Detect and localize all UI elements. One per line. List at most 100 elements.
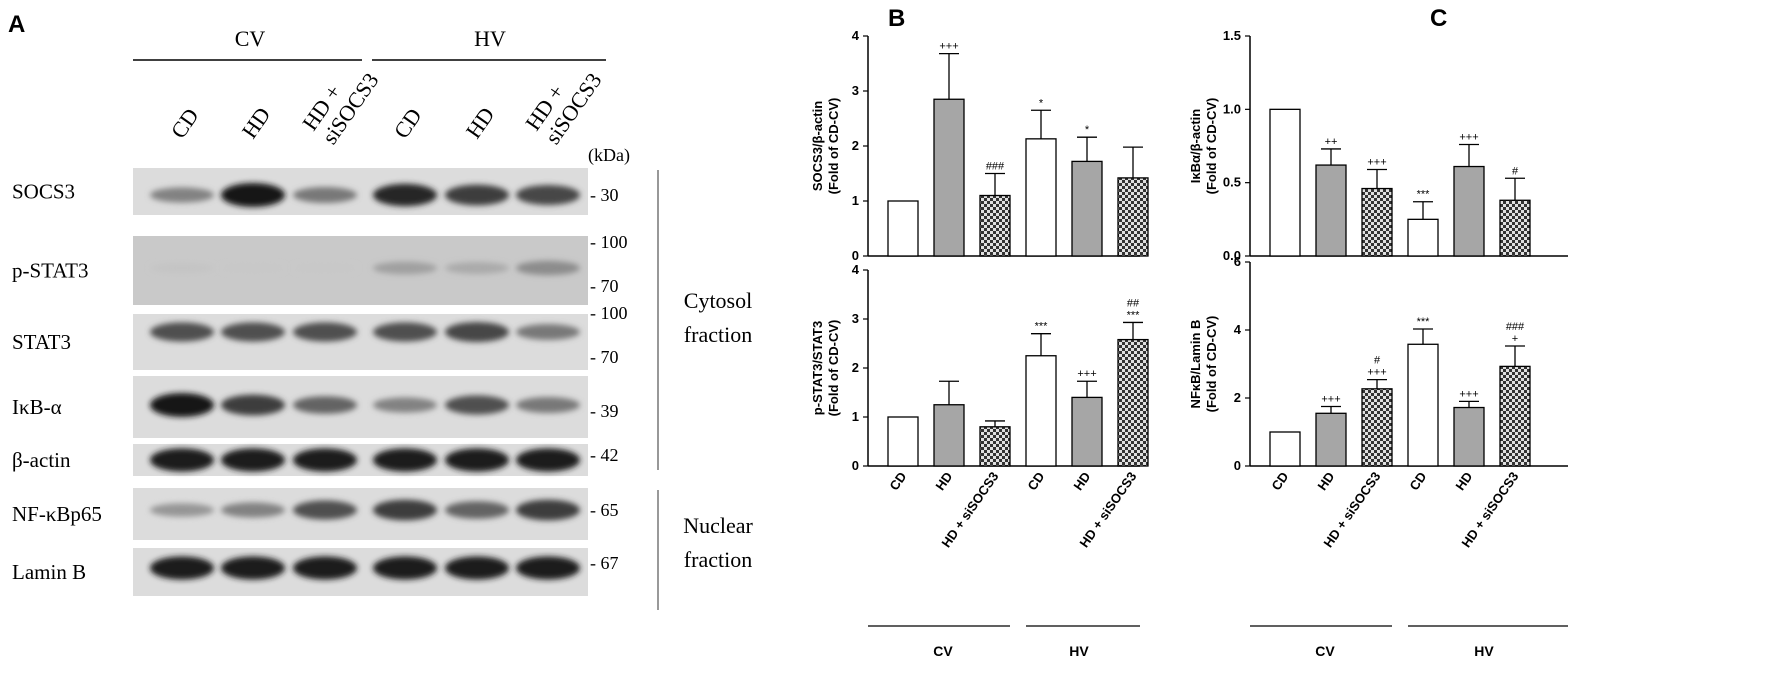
x-category-label: CD — [1268, 469, 1291, 493]
blot-band — [293, 396, 357, 414]
significance-mark: *** — [1417, 189, 1431, 201]
significance-mark: ### — [986, 161, 1005, 173]
group-label-hv: HV — [1474, 643, 1494, 659]
blot-band — [445, 184, 509, 206]
bar — [1499, 365, 1531, 467]
blot-band — [516, 556, 580, 580]
blot-band — [293, 187, 357, 203]
blot-band — [516, 185, 580, 205]
blot-band — [445, 262, 509, 274]
significance-mark: * — [1085, 124, 1090, 136]
significance-mark: # — [1512, 165, 1519, 177]
y-axis-label-line: (Fold of CD-CV) — [1204, 98, 1219, 195]
blot-band — [373, 397, 437, 413]
blot-band — [221, 556, 285, 580]
x-category-label: CD — [886, 469, 909, 493]
blot-group-hv: HV — [474, 26, 506, 51]
blot-group-cv: CV — [235, 26, 266, 51]
blot-row: p-STAT3 - 100 - 70 — [12, 232, 628, 305]
blot-band — [150, 503, 214, 517]
blot-row: STAT3 - 100 - 70 — [12, 303, 628, 370]
blot-band — [150, 263, 214, 273]
nuclear-label-2: fraction — [684, 547, 752, 572]
panel-letter-c: C — [1430, 5, 1447, 32]
bar — [1025, 138, 1057, 257]
bar — [1315, 412, 1347, 467]
y-tick-label: 2 — [1234, 390, 1241, 405]
blot-marker: - 42 — [590, 445, 619, 465]
y-axis-label-line: (Fold of CD-CV) — [826, 98, 841, 195]
group-label-cv: CV — [933, 643, 953, 659]
blot-band — [150, 448, 214, 472]
bar — [933, 404, 965, 467]
y-tick-label: 4 — [852, 28, 860, 43]
y-axis-label: p-STAT3/STAT3(Fold of CD-CV) — [810, 320, 841, 417]
blot-lane-label: CD — [389, 103, 427, 142]
significance-mark: *** — [1127, 309, 1141, 321]
y-tick-label: 4 — [852, 262, 860, 277]
panel-letter-a: A — [8, 11, 25, 38]
y-axis-label: IκBα/β-actin(Fold of CD-CV) — [1188, 98, 1219, 195]
x-category-label: CD — [1406, 469, 1429, 493]
blot-lane-label: HD — [461, 102, 500, 142]
y-tick-label: 6 — [1234, 254, 1241, 269]
significance-mark: +++ — [1459, 132, 1478, 144]
y-axis-label: SOCS3/β-actin(Fold of CD-CV) — [810, 98, 841, 195]
bar — [1025, 355, 1057, 467]
blot-band — [293, 322, 357, 342]
bar — [1453, 406, 1485, 467]
significance-mark: +++ — [939, 41, 958, 53]
blot-row: IκB-α - 39 — [12, 376, 619, 438]
bar — [933, 98, 965, 257]
kda-label: (kDa) — [588, 145, 630, 166]
bar — [1071, 160, 1103, 257]
blot-band — [445, 501, 509, 519]
significance-mark: # — [1374, 355, 1381, 367]
significance-mark: +++ — [1367, 156, 1386, 168]
blot-lane-label-line: CD — [389, 103, 427, 142]
blot-band — [373, 448, 437, 472]
blot-strip — [133, 314, 588, 370]
y-tick-label: 4 — [1234, 322, 1242, 337]
bar — [1117, 177, 1149, 257]
group-label-cv: CV — [1315, 643, 1335, 659]
cytosol-label-1: Cytosol — [684, 288, 752, 313]
nuclear-label-1: Nuclear — [683, 513, 753, 538]
y-tick-label: 2 — [852, 138, 859, 153]
blot-band — [150, 393, 214, 417]
bar — [887, 416, 919, 467]
blot-band — [373, 322, 437, 342]
blot-row-label: STAT3 — [12, 330, 71, 354]
bar — [1453, 165, 1485, 257]
significance-mark: ### — [1506, 321, 1525, 333]
blot-band — [373, 499, 437, 521]
bar — [979, 426, 1011, 467]
x-category-label: HD — [1070, 469, 1093, 493]
blot-row-label: p-STAT3 — [12, 259, 88, 283]
blot-band — [221, 394, 285, 416]
blot-strip — [133, 488, 588, 540]
bar — [1361, 388, 1393, 467]
blot-band — [293, 556, 357, 580]
blot-band — [221, 502, 285, 518]
blot-marker: - 100 — [590, 232, 628, 252]
blot-band — [445, 322, 509, 342]
significance-mark: +++ — [1077, 368, 1096, 380]
x-category-label: HD — [1314, 469, 1337, 493]
significance-mark: +++ — [1367, 367, 1386, 379]
y-tick-label: 0.0 — [1223, 248, 1241, 263]
y-tick-label: 1 — [852, 193, 859, 208]
blot-lane-label: HD — [237, 102, 276, 142]
y-axis-label-line: IκBα/β-actin — [1188, 109, 1203, 184]
bar — [887, 200, 919, 257]
significance-mark: *** — [1417, 316, 1431, 328]
blot-marker: - 39 — [590, 401, 619, 421]
bar — [1407, 218, 1439, 257]
y-tick-label: 0 — [852, 248, 859, 263]
blot-band — [373, 183, 437, 207]
bar-chart: 0 1 2 3 4 p-STAT3/STAT3(Fold of CD-CV) *** +++ #… — [810, 262, 1149, 659]
bar-chart: 0.0 0.5 1.0 1.5 IκBα/β-actin(Fold of CD-CV) +… — [1188, 28, 1568, 263]
